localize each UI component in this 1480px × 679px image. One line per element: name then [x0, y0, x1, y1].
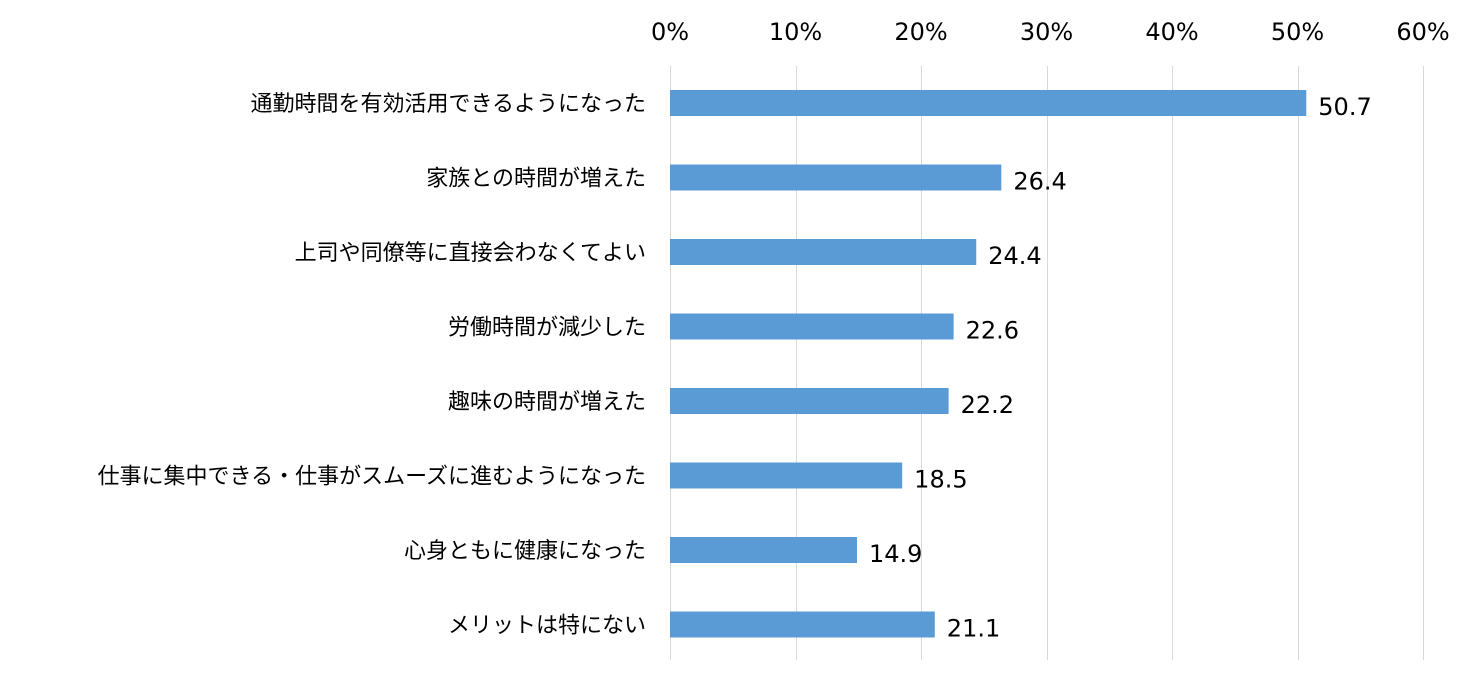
- bar: [670, 462, 903, 489]
- data-label: 21.1: [947, 615, 1000, 643]
- x-tick-label: 10%: [769, 18, 822, 46]
- category-label: 趣味の時間が増えた: [448, 390, 646, 415]
- data-label: 22.2: [961, 391, 1014, 419]
- bar: [670, 313, 954, 340]
- category-label: メリットは特にない: [448, 614, 646, 639]
- category-labels: 通勤時間を有効活用できるようになった家族との時間が増えた上司や同僚等に直接会わな…: [98, 92, 646, 639]
- category-label: 心身ともに健康になった: [404, 539, 646, 564]
- data-label: 22.6: [966, 317, 1019, 345]
- x-tick-label: 40%: [1145, 18, 1198, 46]
- bars: [670, 90, 1307, 638]
- data-label: 50.7: [1318, 93, 1371, 121]
- category-label: 通勤時間を有効活用できるようになった: [250, 92, 646, 117]
- x-tick-label: 50%: [1271, 18, 1324, 46]
- data-labels: 50.7 26.4 24.4 22.6 22.2 18.5 14.9 21.1: [869, 93, 1372, 643]
- category-label: 家族との時間が増えた: [426, 167, 646, 192]
- bar: [670, 90, 1307, 116]
- gridlines: [670, 66, 1424, 660]
- data-label: 14.9: [869, 540, 922, 568]
- data-label: 24.4: [988, 242, 1041, 270]
- bar: [670, 537, 857, 563]
- data-label: 26.4: [1013, 168, 1066, 196]
- x-tick-label: 30%: [1020, 18, 1073, 46]
- x-tick-label: 20%: [894, 18, 947, 46]
- x-tick-label: 60%: [1396, 18, 1449, 46]
- bar: [670, 388, 949, 414]
- category-label: 労働時間が減少した: [448, 316, 646, 341]
- bar: [670, 239, 977, 265]
- category-label: 仕事に集中できる・仕事がスムーズに進むようになった: [98, 465, 646, 490]
- category-label: 上司や同僚等に直接会わなくてよい: [295, 241, 646, 266]
- data-label: 18.5: [914, 466, 967, 494]
- bar: [670, 611, 935, 638]
- x-tick-label: 0%: [651, 18, 689, 46]
- bar: [670, 164, 1002, 191]
- x-axis-tick-labels: 0% 10% 20% 30% 40% 50% 60%: [651, 18, 1450, 46]
